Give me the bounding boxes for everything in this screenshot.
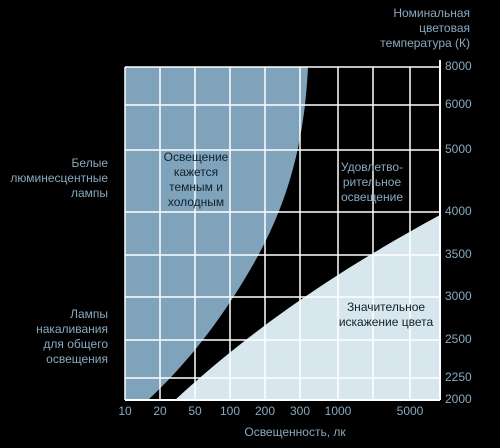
- y-tick-label: 4000: [445, 204, 472, 218]
- x-tick-label: 200: [255, 404, 275, 418]
- x-tick-label: 100: [220, 404, 240, 418]
- title: температура (К): [380, 36, 470, 50]
- left-label: Белые: [72, 156, 109, 170]
- region-label: освещение: [341, 190, 403, 204]
- y-tick-label: 8000: [445, 59, 472, 73]
- x-tick-label: 300: [290, 404, 310, 418]
- y-tick-label: 6000: [445, 97, 472, 111]
- left-label: освещения: [46, 352, 108, 366]
- left-label: накаливания: [36, 322, 108, 336]
- y-tick-label: 2500: [445, 332, 472, 346]
- region-label: Значительное: [347, 300, 425, 314]
- labels: 10 20 50 100 200 300 1000 5000 8000 6000 5000 4000 3…: [10, 6, 472, 439]
- x-tick-label: 10: [118, 404, 132, 418]
- x-tick-label: 50: [188, 404, 202, 418]
- y-tick-label: 5000: [445, 142, 472, 156]
- left-label: люминесцентные: [10, 171, 108, 185]
- left-label: Лампы: [70, 307, 108, 321]
- title: Номинальная: [393, 6, 470, 20]
- y-tick-label: 2250: [445, 370, 472, 384]
- x-tick-label: 5000: [397, 404, 424, 418]
- x-tick-label: 20: [153, 404, 167, 418]
- x-tick-label: 1000: [325, 404, 352, 418]
- y-tick-label: 2000: [445, 392, 472, 406]
- region-label: темным и: [169, 180, 223, 194]
- y-tick-label: 3000: [445, 289, 472, 303]
- x-axis-label: Освещенность, лк: [244, 425, 346, 439]
- title: цветовая: [419, 21, 470, 35]
- region-label: кажется: [174, 165, 218, 179]
- region-label: искажение цвета: [339, 315, 434, 329]
- region-label: Освещение: [164, 150, 229, 164]
- region-label: Удовлетво-: [341, 160, 403, 174]
- left-label: лампы: [71, 186, 108, 200]
- region-label: рительное: [343, 175, 402, 189]
- region-label: холодным: [168, 195, 224, 209]
- left-label: для общего: [43, 337, 108, 351]
- y-tick-label: 3500: [445, 247, 472, 261]
